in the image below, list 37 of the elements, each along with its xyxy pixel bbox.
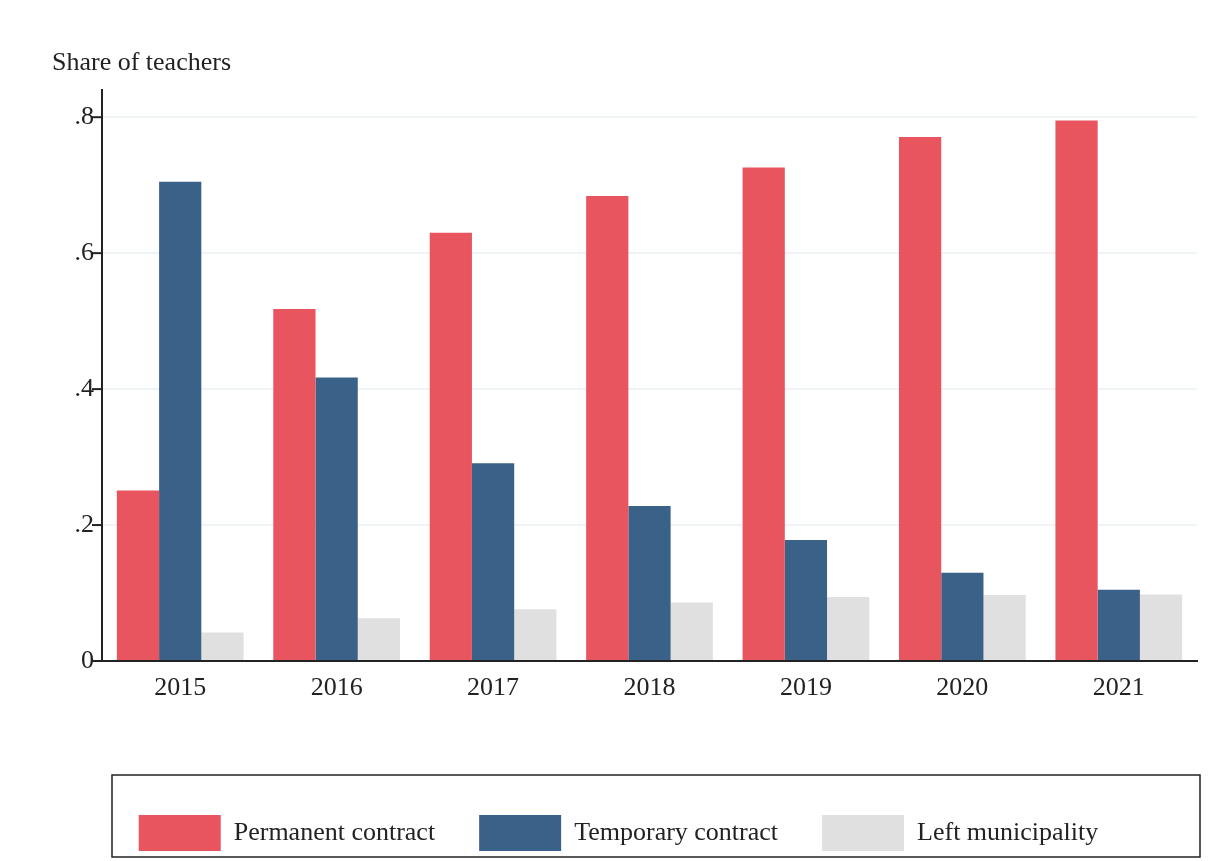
bar bbox=[899, 136, 942, 660]
bar bbox=[1139, 594, 1183, 660]
bar bbox=[429, 232, 472, 660]
bar bbox=[827, 597, 870, 660]
bar bbox=[983, 595, 1026, 660]
y-tick-label: 0 bbox=[81, 644, 94, 674]
bar bbox=[670, 602, 713, 660]
bar bbox=[784, 540, 828, 660]
x-tick-label: 2018 bbox=[623, 672, 676, 702]
legend-label: Permanent contract bbox=[233, 816, 436, 846]
bar bbox=[1055, 120, 1098, 660]
bar bbox=[471, 463, 515, 660]
y-axis-title: Share of teachers bbox=[52, 47, 232, 76]
y-tick-label: .4 bbox=[74, 372, 94, 402]
bar bbox=[201, 632, 244, 660]
bar bbox=[159, 181, 202, 660]
x-tick-label: 2015 bbox=[154, 672, 207, 702]
bar bbox=[357, 618, 400, 660]
y-tick-label: .2 bbox=[74, 508, 94, 538]
legend-label: Left municipality bbox=[917, 816, 1099, 846]
bar bbox=[514, 609, 557, 660]
bar bbox=[628, 506, 671, 660]
y-tick-label: .8 bbox=[74, 101, 94, 131]
x-tick-label: 2019 bbox=[779, 672, 832, 702]
bar bbox=[315, 377, 358, 660]
y-tick-label: .6 bbox=[74, 236, 94, 266]
bar bbox=[586, 196, 629, 660]
x-tick-label: 2021 bbox=[1092, 672, 1145, 702]
bar bbox=[116, 490, 160, 660]
bar bbox=[742, 167, 785, 660]
x-tick-label: 2020 bbox=[936, 672, 989, 702]
x-tick-label: 2016 bbox=[310, 672, 363, 702]
legend-label: Temporary contract bbox=[574, 816, 779, 846]
x-tick-label: 2017 bbox=[467, 672, 520, 702]
bar bbox=[1097, 589, 1140, 660]
bar bbox=[941, 572, 984, 660]
bar bbox=[273, 308, 316, 660]
